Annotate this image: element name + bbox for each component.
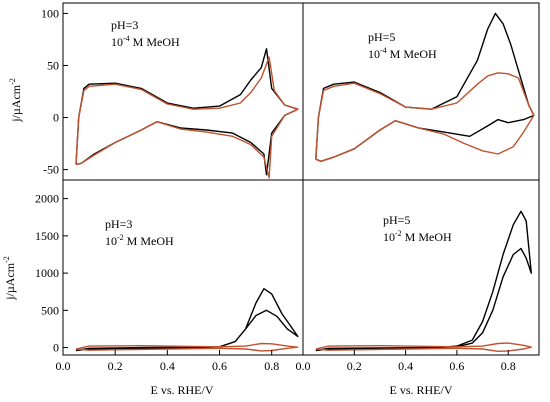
y-tick-label-top-left: 0	[53, 111, 59, 125]
y-axis-title-bottom-base: j/µAcm	[3, 262, 17, 301]
series-line-bottom-left-0	[76, 289, 298, 351]
annotation-conc-base: 10	[368, 47, 380, 61]
annotation-ph-bottom-left: pH=3	[105, 217, 132, 231]
series-line-top-left-1	[76, 57, 298, 178]
x-tick-label-bottom-right: 0.6	[449, 359, 464, 373]
annotation-conc-rest: M MeOH	[124, 234, 174, 248]
annotation-conc-base: 10	[111, 35, 123, 49]
x-tick-label-bottom-left: 0.4	[160, 359, 175, 373]
annotation-conc-base: 10	[105, 234, 117, 248]
annotation-conc-exp: -2	[117, 233, 124, 242]
y-tick-label-bottom-left: 1500	[35, 229, 59, 243]
y-tick-label-bottom-left: 2000	[35, 192, 59, 206]
y-tick-label-top-left: 100	[41, 6, 59, 20]
annotation-conc-exp: -4	[123, 34, 130, 43]
y-tick-label-top-left: -50	[43, 163, 59, 177]
x-tick-label-bottom-left: 0.2	[108, 359, 123, 373]
annotation-ph-top-right: pH=5	[368, 30, 395, 44]
annotation-conc-bottom-left: 10-2 M MeOH	[105, 233, 174, 248]
series-line-top-right-0	[316, 13, 534, 161]
annotation-conc-exp: -4	[380, 46, 387, 55]
annotation-conc-top-left: 10-4 M MeOH	[111, 34, 180, 49]
panel-bottom-left: 0 500 1000 1500 2000 0.0 0.2 0.4 0.6 0.8 pH=3 10-2 …	[35, 180, 303, 373]
annotation-conc-rest: M MeOH	[130, 35, 180, 49]
x-tick-label-bottom-right: 0.2	[347, 359, 362, 373]
panel-top-right: pH=5 10-4 M MeOH	[303, 3, 539, 180]
annotation-conc-bottom-right: 10-2 M MeOH	[383, 229, 452, 244]
plot-frame-top-left	[63, 3, 303, 180]
panel-top-left: -50 0 50 100 pH=3 10-4 M MeOH	[41, 3, 303, 180]
x-tick-label-bottom-right: 0.4	[398, 359, 413, 373]
y-axis-title-bottom-exp: -2	[2, 256, 11, 263]
plot-frame-bottom-left	[63, 180, 303, 355]
panel-bottom-right: 0.0 0.2 0.4 0.6 0.8 pH=5 10-2 M MeOH	[296, 180, 540, 373]
series-line-top-right-1	[316, 73, 534, 162]
y-tick-label-bottom-left: 0	[53, 341, 59, 355]
plot-frame-bottom-right	[303, 180, 539, 355]
x-axis-title-left: E vs. RHE/V	[151, 383, 214, 397]
x-tick-label-bottom-right: 0.0	[296, 359, 311, 373]
annotation-ph-top-left: pH=3	[111, 18, 138, 32]
x-tick-label-bottom-left: 0.0	[56, 359, 71, 373]
y-axis-title-bottom: j/µAcm-2	[2, 256, 17, 301]
annotation-conc-rest: M MeOH	[387, 47, 437, 61]
plot-frame-top-right	[303, 3, 539, 180]
y-tick-label-bottom-left: 1000	[35, 266, 59, 280]
x-tick-label-bottom-right: 0.8	[501, 359, 516, 373]
x-tick-label-bottom-left: 0.8	[264, 359, 279, 373]
annotation-conc-top-right: 10-4 M MeOH	[368, 46, 437, 61]
annotation-conc-rest: M MeOH	[402, 230, 452, 244]
x-axis-title-right: E vs. RHE/V	[390, 383, 453, 397]
y-axis-title-top: j/µAcm-2	[8, 78, 23, 123]
annotation-ph-bottom-right: pH=5	[383, 213, 410, 227]
annotation-conc-exp: -2	[395, 229, 402, 238]
x-tick-label-bottom-left: 0.6	[212, 359, 227, 373]
annotation-conc-base: 10	[383, 230, 395, 244]
y-tick-label-top-left: 50	[47, 58, 59, 72]
y-axis-title-top-exp: -2	[8, 78, 17, 85]
y-tick-label-bottom-left: 500	[41, 303, 59, 317]
y-axis-title-top-base: j/µAcm	[9, 84, 23, 123]
